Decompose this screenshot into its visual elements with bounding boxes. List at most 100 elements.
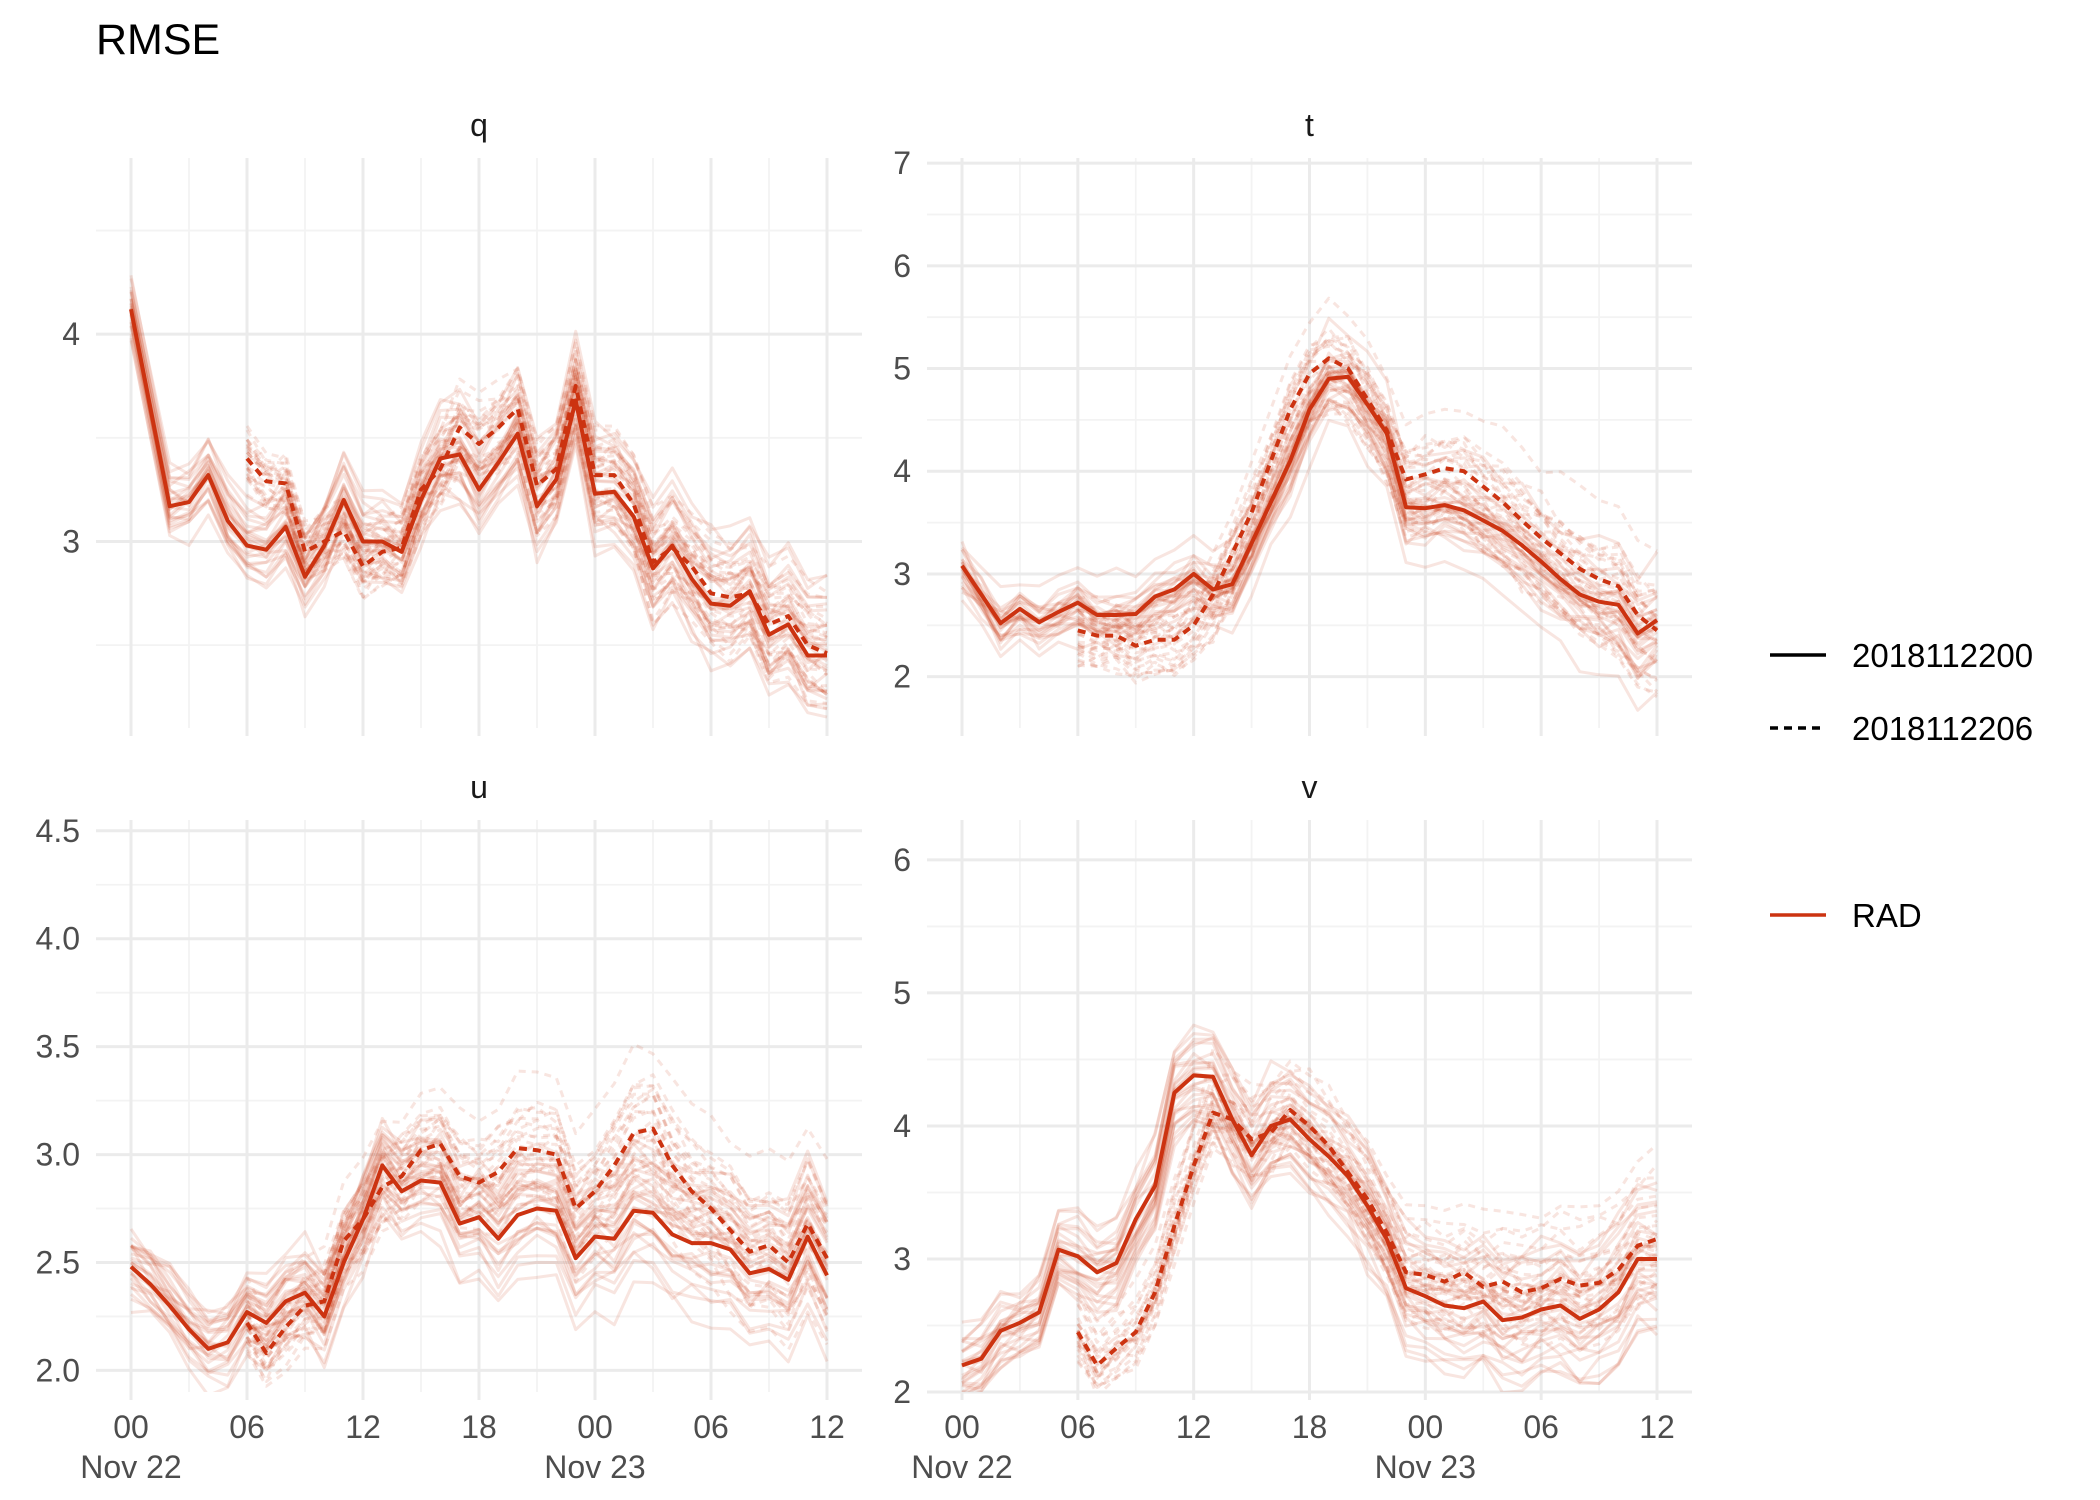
y-tick-label: 7	[893, 145, 911, 181]
ensemble-member-line	[1076, 1126, 1658, 1387]
ensemble-member-line	[130, 1212, 829, 1392]
x-tick-label: 12	[1176, 1409, 1212, 1445]
ensemble-member-line	[1077, 327, 1658, 628]
ensemble-member-line	[129, 333, 828, 707]
ensemble-member-line	[129, 322, 828, 673]
ensemble-member-line	[1077, 365, 1658, 655]
y-tick-label: 2.0	[36, 1352, 80, 1388]
plot-area-q	[129, 275, 829, 719]
ensemble-member-line	[129, 289, 828, 599]
ensemble-member-line	[130, 1167, 829, 1362]
ensemble-member-line	[960, 397, 1659, 681]
y-tick-label: 3.5	[36, 1029, 80, 1065]
ensemble-member-line	[1076, 1119, 1658, 1390]
series-line-2018112206	[1076, 1108, 1658, 1368]
ensemble-member-line	[245, 364, 828, 634]
ensemble-member-line	[1076, 1067, 1659, 1338]
ensemble-member-line	[1076, 1134, 1658, 1388]
y-tick-label: 3.0	[36, 1137, 80, 1173]
ensemble-member-line	[129, 340, 828, 711]
ensemble-member-line	[961, 1085, 1658, 1377]
x-tick-label: 12	[809, 1409, 845, 1445]
ensemble-member-line	[129, 286, 828, 608]
ensemble-member-line	[1077, 356, 1658, 645]
ensemble-member-line	[1076, 1091, 1658, 1357]
ensemble-member-line	[245, 1094, 828, 1337]
ensemble-member-line	[245, 357, 828, 627]
ensemble-member-line	[1077, 339, 1658, 632]
ensemble-member-line	[245, 1194, 829, 1388]
ensemble-member-line	[129, 305, 828, 647]
ensemble-member-line	[129, 278, 828, 590]
ensemble-member-line	[129, 319, 828, 691]
ensemble-member-line	[961, 1060, 1659, 1365]
ensemble-member-line	[961, 1093, 1658, 1392]
x-tick-label: 18	[1292, 1409, 1328, 1445]
plot-area-v	[960, 1023, 1659, 1392]
ensemble-member-line	[1076, 1109, 1658, 1379]
ensemble-member-line	[245, 1042, 829, 1317]
ensemble-member-line	[961, 1051, 1658, 1353]
ensemble-member-line	[245, 1109, 829, 1348]
ensemble-member-line	[960, 364, 1658, 618]
x-tick-date-label: Nov 23	[544, 1449, 645, 1485]
ensemble-member-line	[245, 1162, 829, 1373]
ensemble-member-line	[245, 1119, 829, 1349]
ensemble-member-line	[960, 384, 1658, 652]
ensemble-member-line	[1076, 335, 1659, 631]
y-tick-label: 6	[893, 842, 911, 878]
y-tick-label: 3	[893, 1241, 911, 1277]
ensemble-member-line	[1077, 403, 1658, 694]
ensemble-member-line	[246, 1092, 829, 1339]
ensemble-member-line	[1076, 1105, 1658, 1380]
ensemble-member-line	[130, 1205, 829, 1388]
ensemble-member-line	[130, 1154, 829, 1345]
ensemble-member-line	[130, 1130, 829, 1326]
y-tick-label: 4.5	[36, 813, 80, 849]
ensemble-member-line	[130, 1125, 829, 1314]
ensemble-member-line	[1077, 371, 1658, 663]
ensemble-member-line	[1076, 1079, 1658, 1336]
ensemble-member-line	[245, 1176, 829, 1383]
ensemble-member-line	[961, 1060, 1658, 1354]
ensemble-member-line	[246, 393, 828, 677]
ensemble-member-line	[1076, 1095, 1658, 1354]
ensemble-member-line	[960, 1032, 1658, 1344]
ensemble-member-line	[961, 386, 1658, 676]
ensemble-member-line	[245, 397, 828, 673]
ensemble-member-line	[1076, 1080, 1658, 1354]
y-tick-label: 4.0	[36, 921, 80, 957]
ensemble-member-line	[245, 357, 828, 609]
ensemble-member-line	[1077, 402, 1658, 680]
y-tick-label: 4	[62, 316, 80, 352]
ensemble-member-line	[1076, 1117, 1658, 1366]
ensemble-member-line	[960, 382, 1658, 656]
legend-label-2018112206: 2018112206	[1852, 710, 2033, 747]
ensemble-member-line	[1077, 335, 1658, 637]
ensemble-member-line	[129, 314, 828, 693]
ensemble-member-line	[129, 298, 828, 634]
series-line-2018112200	[129, 308, 827, 658]
ensemble-member-line	[1077, 336, 1659, 646]
y-tick-label: 6	[893, 248, 911, 284]
ensemble-member-line	[245, 1083, 829, 1318]
ensemble-member-line	[129, 275, 828, 582]
ensemble-member-line	[961, 1036, 1658, 1342]
chart-title: RMSE	[96, 16, 220, 64]
ensemble-member-line	[1077, 411, 1658, 699]
ensemble-member-line	[960, 369, 1658, 628]
panel-title-u: u	[470, 769, 488, 805]
ensemble-member-line	[129, 1116, 829, 1322]
panel-t: t 2 3 4 5 6 7	[893, 107, 1692, 736]
ensemble-member-line	[961, 1102, 1658, 1380]
ensemble-member-line	[245, 1087, 829, 1332]
ensemble-member-line	[129, 1143, 829, 1332]
y-tick-label: 2	[893, 1374, 911, 1410]
y-tick-label: 3	[893, 556, 911, 592]
ensemble-member-line	[245, 1138, 829, 1359]
plot-area-t	[960, 296, 1659, 712]
ensemble-member-line	[245, 367, 828, 639]
legend-label-rad: RAD	[1852, 897, 1922, 934]
ensemble-member-line	[961, 1108, 1658, 1392]
x-tick-date-label: Nov 23	[1375, 1449, 1476, 1485]
